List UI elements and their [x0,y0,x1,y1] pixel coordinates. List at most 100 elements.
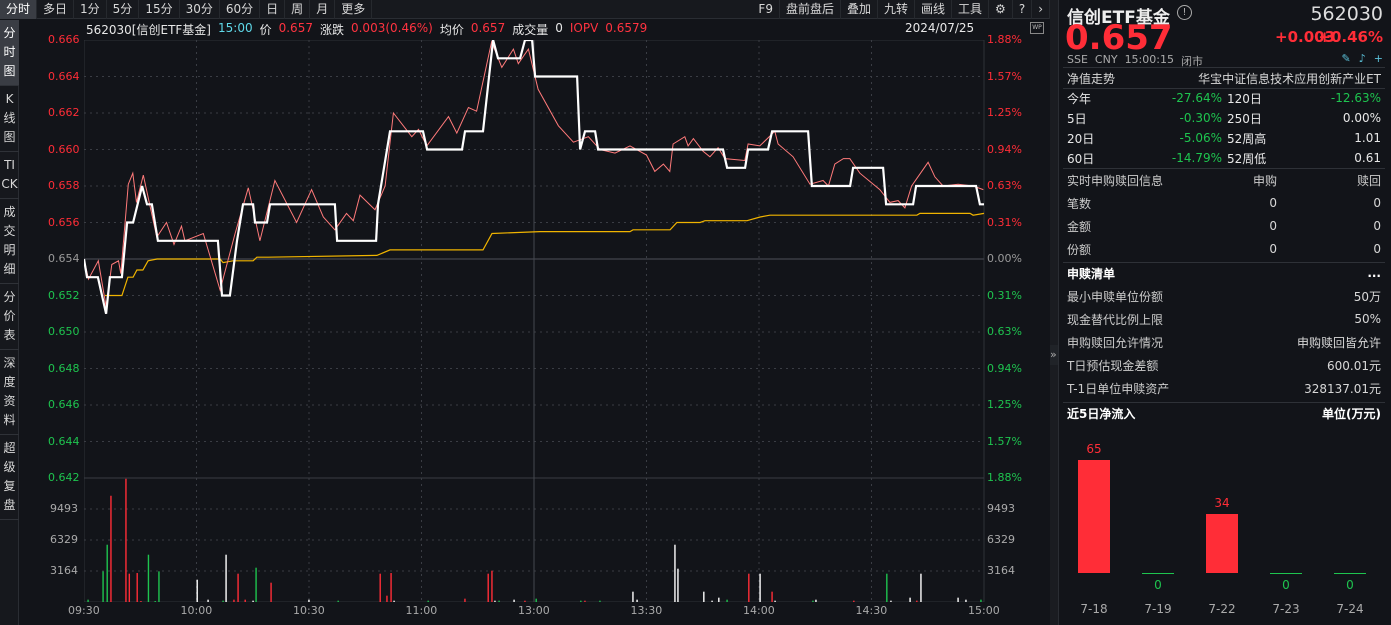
inflow-date-label: 7-24 [1336,602,1364,616]
toolbar-button[interactable]: 画线 [915,0,953,19]
volume-bar [494,600,496,602]
tab-period[interactable]: 30分 [180,0,220,19]
realtime-row: 笔数 0 0 [1067,192,1381,214]
tab-period[interactable]: 月 [310,0,336,19]
alert-bell-icon[interactable]: ♪ [1358,52,1366,65]
chevron-right-icon[interactable]: › [1032,0,1050,19]
pct-tick: 0.31% [987,288,1022,302]
tab-period[interactable]: 分时 [0,0,38,19]
currency: CNY [1094,53,1118,66]
nav-cell: 60日 [1067,151,1095,166]
nav-cell: 120日 [1227,91,1262,106]
volume-label: 成交量 [512,23,549,37]
info-icon[interactable]: ! [1177,5,1192,20]
time-tick: 10:00 [180,604,213,617]
volume-bar [711,600,713,602]
nav-cell: -12.63% [1330,91,1381,105]
volume-tick: 9493 [50,502,78,515]
price-tick: 0.650 [48,325,80,338]
volume-bar [748,573,750,602]
toolbar-button[interactable]: 工具 [952,0,990,19]
volume-bar [535,598,537,602]
price-tick: 0.652 [48,288,80,302]
tab-period[interactable]: 1分 [74,0,107,19]
tab-period[interactable]: 多日 [37,0,75,19]
sidebar-tab[interactable]: 超级复盘 [0,435,19,520]
volume-bar [464,598,466,602]
toolbar-button[interactable]: 叠加 [841,0,878,19]
sidebar-tab[interactable]: 成交明细 [0,199,19,284]
realtime-row: 份额 0 0 [1067,238,1381,260]
time-tick: 14:30 [855,604,888,617]
tab-period[interactable]: 60分 [220,0,261,19]
realtime-header: 实时申购赎回信息 申购 赎回 [1067,169,1381,191]
pct-tick: 0.63% [987,179,1022,192]
toolbar-button[interactable]: 九转 [878,0,916,19]
sidebar-tab[interactable]: 分价表 [0,284,19,350]
volume-bar [106,544,108,602]
collapse-panel-button[interactable]: » [1050,345,1060,365]
volume-bar [128,573,131,602]
volume-bar [491,570,493,602]
wp-icon[interactable]: WP [1030,22,1044,34]
creation-list-cell: 现金替代比例上限 [1067,312,1164,327]
tab-period[interactable]: 更多 [335,0,373,19]
price-tick: 0.662 [48,106,80,119]
iopv-line [84,40,984,307]
intraday-chart[interactable] [84,40,986,602]
volume-bar [886,573,888,602]
settings-gear-icon[interactable]: ⚙ [989,0,1013,19]
change-value: 0.003(0.46%) [350,21,433,35]
creation-list-cell: 申购赎回允许情况 [1067,335,1164,350]
volume-bar [158,571,160,602]
inflow-bar [1206,513,1238,573]
panel-divider [1050,0,1058,625]
edit-pencil-icon[interactable]: ✎ [1341,52,1351,65]
nav-row: 60日 -14.79% 52周低 0.61 [1067,148,1381,168]
quote-time: 15:00:15 [1124,53,1174,66]
price-line [84,40,984,315]
volume-bar [674,544,676,602]
sidebar-tab[interactable]: K线图 [0,86,19,152]
nav-cell: -0.30% [1179,111,1222,125]
volume-tick: 6329 [50,533,78,546]
time-tick: 09:30 [68,604,100,617]
sidebar-tab[interactable]: 深度资料 [0,350,19,435]
volume-bar [771,591,773,602]
nav-cell: 0.61 [1354,151,1381,165]
volume-bar [154,601,156,602]
iopv-label: IOPV [569,21,599,35]
time: 15:00 [218,21,253,35]
creation-list-cell: 328137.01元 [1304,381,1381,396]
inflow-date-label: 7-19 [1144,602,1172,616]
volume-tick-right: 3164 [987,564,1015,577]
tab-period[interactable]: 日 [260,0,286,19]
creation-list-cell: T-1日单位申赎资产 [1067,381,1170,396]
price-tick: 0.654 [48,252,80,265]
creation-list-cell: 600.01元 [1327,358,1381,373]
help-icon[interactable]: ? [1013,0,1033,19]
more-button[interactable]: ... [1367,266,1381,280]
volume-bar [812,600,814,602]
inflow-date-label: 7-22 [1208,602,1236,616]
tab-period[interactable]: 15分 [139,0,180,19]
pct-tick: 0.31% [987,215,1022,229]
tab-period[interactable]: 周 [285,0,311,19]
add-plus-icon[interactable]: + [1373,52,1383,65]
volume-bar [524,600,526,602]
creation-list-cell: 最小申赎单位份额 [1067,289,1164,304]
tab-period[interactable]: 5分 [107,0,140,19]
nav-trend-title: 净值走势 [1067,71,1116,86]
toolbar-button[interactable]: F9 [752,0,780,19]
volume-bar [87,599,89,602]
volume-bar [580,600,582,602]
price-tick: 0.666 [48,33,80,46]
volume-bar [815,599,817,602]
avg-value: 0.657 [470,21,506,35]
volume-bar [677,568,679,602]
toolbar-button[interactable]: 盘前盘后 [780,0,841,19]
sidebar-tab[interactable]: 分时图 [0,20,19,86]
inflow-bar [1078,460,1110,573]
sidebar-tab[interactable]: TICK [0,152,19,199]
volume-bar [207,599,209,602]
